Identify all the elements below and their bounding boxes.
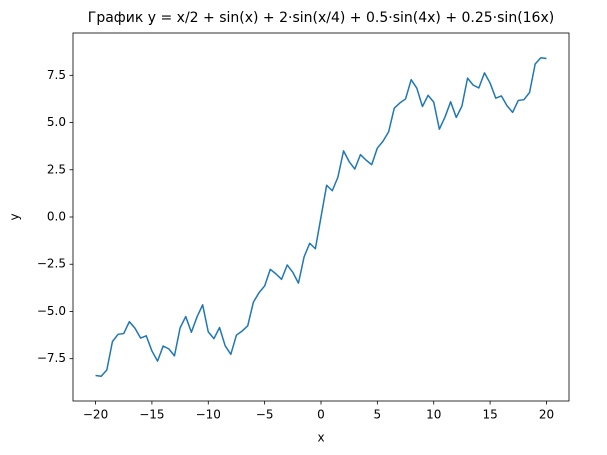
y-tick-label: 2.5	[47, 162, 66, 176]
chart-title: График y = x/2 + sin(x) + 2·sin(x/4) + 0…	[88, 10, 554, 26]
x-tick-label: 15	[482, 408, 497, 422]
x-tick-label: −15	[139, 408, 164, 422]
y-tick-label: 7.5	[47, 68, 66, 82]
x-tick-label: −20	[83, 408, 108, 422]
x-tick-label: −5	[256, 408, 274, 422]
y-tick-label: −7.5	[37, 351, 66, 365]
y-tick-label: 5.0	[47, 115, 66, 129]
y-tick-label: −2.5	[37, 257, 66, 271]
y-tick-label: −5.0	[37, 304, 66, 318]
y-tick-label: 0.0	[47, 210, 66, 224]
y-axis-label: y	[8, 213, 22, 220]
x-tick-label: 0	[317, 408, 325, 422]
x-axis-label: x	[317, 431, 324, 445]
data-line	[95, 57, 547, 377]
x-tick-label: 20	[539, 408, 554, 422]
x-tick-label: 5	[374, 408, 382, 422]
x-tick-label: −10	[196, 408, 221, 422]
x-tick-label: 10	[426, 408, 441, 422]
